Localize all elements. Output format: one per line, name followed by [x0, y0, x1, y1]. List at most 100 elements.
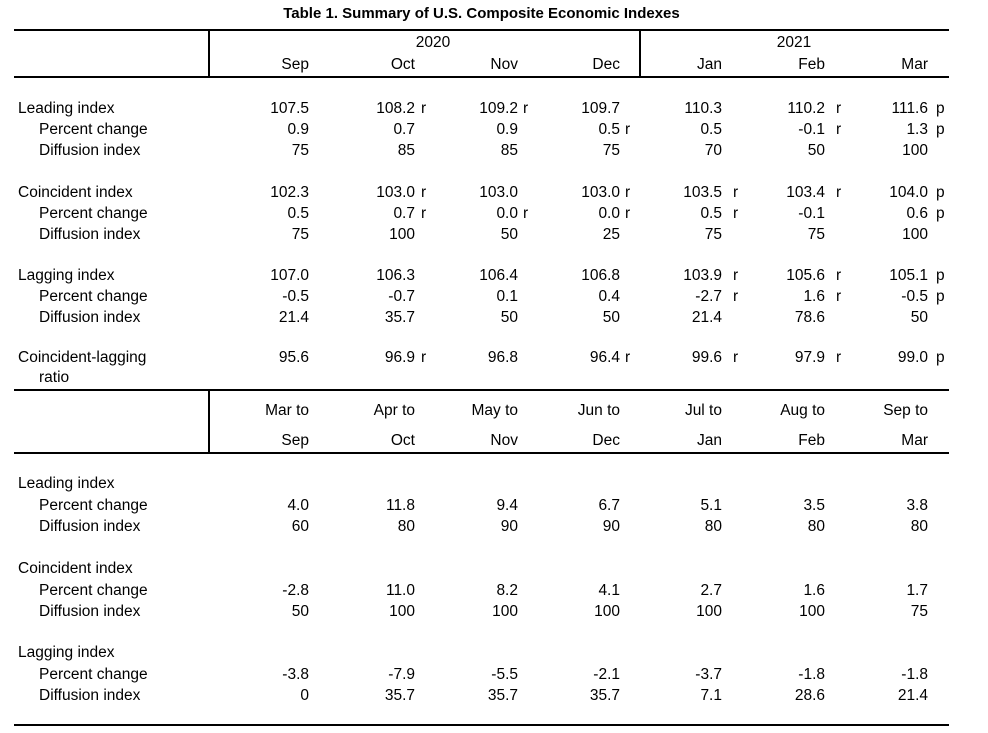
revision-flag: r	[625, 184, 631, 201]
table-cell: 50	[910, 309, 928, 326]
table-cell: 107.0	[270, 267, 309, 284]
table-cell: 110.2	[787, 100, 825, 117]
table-cell: 6.7	[598, 497, 620, 514]
table-cell: 103.4	[786, 184, 825, 201]
period-header-to: Oct	[390, 432, 415, 449]
table-cell: 90	[500, 518, 518, 535]
table-cell: 100	[389, 226, 415, 243]
table-cell: 21.4	[897, 687, 928, 704]
table-cell: 75	[291, 226, 309, 243]
table-cell: 106.3	[376, 267, 415, 284]
table-cell: -3.7	[695, 666, 722, 683]
table-cell: 85	[397, 142, 415, 159]
sub-label: Percent change	[39, 205, 148, 222]
table-cell: -5.5	[491, 666, 518, 683]
revision-flag: r	[421, 100, 427, 117]
table-cell: 50	[291, 603, 309, 620]
table-cell: 0.6	[906, 205, 928, 222]
table-cell: -2.1	[593, 666, 620, 683]
middle-rule	[14, 389, 949, 391]
table-cell: 105.1	[889, 267, 928, 284]
table-cell: 100	[594, 603, 620, 620]
stub-divider-bottom	[208, 390, 210, 453]
table-cell: 50	[602, 309, 620, 326]
table-cell: 97.9	[794, 349, 825, 366]
sub-label: Diffusion index	[39, 687, 141, 704]
table-cell: 75	[807, 226, 825, 243]
table-cell: 3.5	[803, 497, 825, 514]
table-cell: -0.5	[282, 288, 309, 305]
table-cell: 50	[500, 226, 518, 243]
table-cell: 11.0	[385, 582, 415, 599]
month-header: Feb	[798, 56, 825, 73]
table-cell: 80	[397, 518, 415, 535]
revision-flag: r	[625, 121, 631, 138]
table-cell: 0.7	[393, 121, 415, 138]
sub-label: Percent change	[39, 497, 148, 514]
period-header-to: Feb	[798, 432, 825, 449]
top-rule	[14, 29, 949, 31]
table-cell: 96.8	[487, 349, 518, 366]
table-cell: -2.8	[282, 582, 309, 599]
table-cell: 3.8	[906, 497, 928, 514]
index-label: Lagging index	[18, 267, 115, 284]
table-cell: 90	[602, 518, 620, 535]
month-header: Oct	[390, 56, 415, 73]
revision-flag: r	[733, 288, 739, 305]
period-header-to: Sep	[281, 432, 309, 449]
table-cell: 0.4	[598, 288, 620, 305]
table-cell: -3.8	[282, 666, 309, 683]
month-header: Jan	[697, 56, 722, 73]
sub-label: Diffusion index	[39, 518, 141, 535]
table-cell: 0	[300, 687, 309, 704]
revision-flag: r	[421, 205, 427, 222]
table-cell: 0.0	[598, 205, 620, 222]
table-cell: 0.7	[393, 205, 415, 222]
revision-flag: r	[625, 205, 631, 222]
table-cell: 96.9	[384, 349, 415, 366]
bottom-header-rule	[14, 452, 949, 454]
table-cell: 106.4	[479, 267, 518, 284]
table-cell: 1.6	[803, 288, 825, 305]
table-cell: -0.5	[901, 288, 928, 305]
header-rule	[14, 76, 949, 78]
table-cell: 70	[704, 142, 722, 159]
bottom-rule	[14, 724, 949, 726]
table-cell: 110.3	[684, 100, 722, 117]
period-header-from: May to	[471, 402, 518, 419]
month-header: Dec	[592, 56, 620, 73]
table-cell: 100	[902, 142, 928, 159]
table-cell: 103.5	[683, 184, 722, 201]
table-cell: 75	[704, 226, 722, 243]
period-header-to: Nov	[490, 432, 518, 449]
revision-flag: p	[936, 205, 945, 222]
table-cell: 0.0	[496, 205, 518, 222]
table-cell: 105.6	[786, 267, 825, 284]
table-cell: -2.7	[695, 288, 722, 305]
table-cell: 109.2	[479, 100, 518, 117]
table-cell: -7.9	[388, 666, 415, 683]
revision-flag: r	[836, 349, 842, 366]
table-cell: 103.0	[581, 184, 620, 201]
period-header-from: Jul to	[684, 402, 722, 419]
revision-flag: r	[836, 184, 842, 201]
index-label: Leading index	[18, 100, 115, 117]
table-cell: 85	[500, 142, 518, 159]
table-cell: 1.7	[906, 582, 928, 599]
table-cell: 103.0	[479, 184, 518, 201]
period-header-to: Jan	[697, 432, 722, 449]
table-cell: 5.1	[700, 497, 722, 514]
table-cell: 1.6	[803, 582, 825, 599]
revision-flag: p	[936, 184, 945, 201]
table-cell: 1.3	[906, 121, 928, 138]
table-cell: 103.0	[376, 184, 415, 201]
revision-flag: p	[936, 288, 945, 305]
sub-label: Percent change	[39, 666, 148, 683]
table-cell: 103.9	[683, 267, 722, 284]
revision-flag: p	[936, 349, 945, 366]
stub-divider-top	[208, 30, 210, 77]
table-cell: 106.8	[581, 267, 620, 284]
table-cell: 9.4	[496, 497, 518, 514]
table-cell: 8.2	[496, 582, 518, 599]
table-cell: 100	[696, 603, 722, 620]
